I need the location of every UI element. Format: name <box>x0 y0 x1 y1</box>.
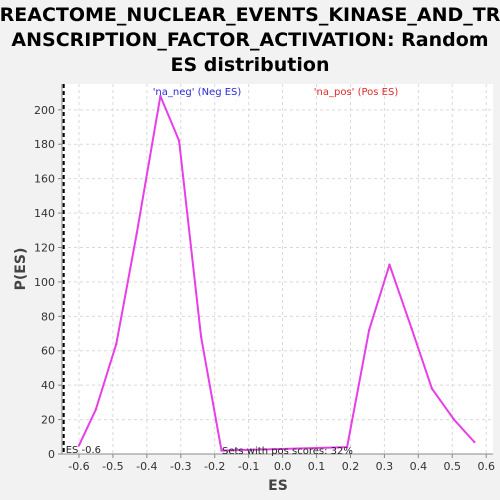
chart-title-line-3: ES distribution <box>171 54 330 76</box>
chart-title-line-1: REACTOME_NUCLEAR_EVENTS_KINASE_AND_TR <box>0 4 500 26</box>
y-tick-label: 200 <box>34 104 55 117</box>
x-tick-label: 0.6 <box>477 460 495 473</box>
es-marker-label: ES -0.6 <box>66 445 101 456</box>
y-tick-label: 100 <box>34 276 55 289</box>
x-tick-label: -0.3 <box>170 460 191 473</box>
x-tick-label: 0.3 <box>376 460 394 473</box>
grid-layer <box>62 84 493 455</box>
data-point <box>159 94 162 98</box>
data-point <box>115 342 118 346</box>
x-tick-label: -0.5 <box>102 460 123 473</box>
series-layer <box>77 94 476 452</box>
data-point <box>473 440 476 444</box>
y-tick-label: 0 <box>48 448 55 461</box>
x-tick-label: -0.6 <box>68 460 89 473</box>
x-tick-label: 0.4 <box>410 460 428 473</box>
y-tick-label: 120 <box>34 241 55 254</box>
data-point <box>367 328 371 332</box>
data-point <box>77 444 81 447</box>
data-point <box>430 387 434 390</box>
y-tick-label: 140 <box>34 207 55 220</box>
axis-layer <box>58 84 493 458</box>
data-point <box>410 327 413 330</box>
data-point <box>220 449 223 452</box>
data-point <box>177 139 181 142</box>
x-tick-label: 0.0 <box>274 460 292 473</box>
chart-title-line-2: ANSCRIPTION_FACTOR_ACTIVATION: Random <box>11 29 488 51</box>
x-tick-label: -0.1 <box>238 460 259 473</box>
x-tick-label: -0.4 <box>136 460 157 473</box>
plot-area <box>62 84 493 454</box>
y-tick-label: 20 <box>41 414 55 427</box>
y-tick-label: 40 <box>41 379 55 392</box>
data-point <box>135 232 138 235</box>
x-tick-label: 0.1 <box>308 460 326 473</box>
x-tick-label: 0.2 <box>342 460 360 473</box>
data-point <box>388 263 391 266</box>
tick-label-layer: -0.6 -0.5 -0.4 -0.3 -0.2 -0.1 0.0 0.1 0.2 0.3 0.4 0… <box>34 104 495 473</box>
legend-pos-es: 'na_pos' (Pos ES) <box>314 87 399 98</box>
legend-neg-es: 'na_neg' (Neg ES) <box>153 87 242 98</box>
y-tick-label: 80 <box>41 310 55 323</box>
pos-scores-annotation: Sets with pos scores: 32% <box>222 446 353 457</box>
y-axis-label: P(ES) <box>13 248 29 291</box>
data-point <box>94 408 98 411</box>
data-point <box>345 445 349 449</box>
y-tick-label: 60 <box>41 345 55 358</box>
data-point <box>199 335 203 339</box>
y-tick-label: 180 <box>34 138 55 151</box>
x-tick-label: -0.2 <box>204 460 225 473</box>
data-point <box>452 418 456 421</box>
x-tick-label: 0.5 <box>444 460 462 473</box>
x-axis-label: ES <box>268 478 288 494</box>
y-tick-label: 160 <box>34 173 55 186</box>
